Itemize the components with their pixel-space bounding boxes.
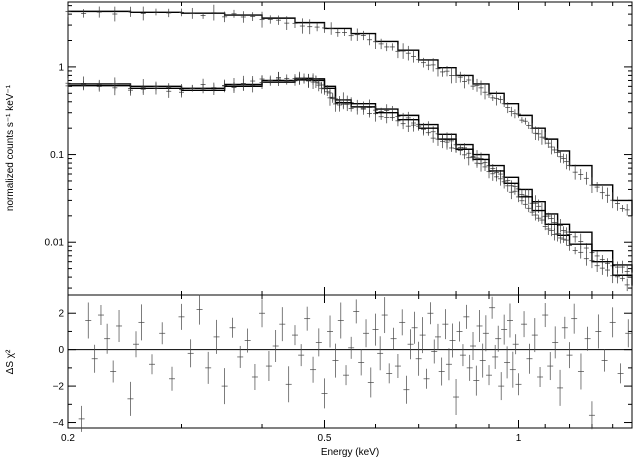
spectrum-y-tick-label: 1 bbox=[58, 62, 64, 73]
spectrum-y-ticks: 0.01 0.1 1 bbox=[45, 2, 633, 295]
spectrum-series-2-model bbox=[68, 77, 633, 273]
spectrum-series-3-model bbox=[68, 79, 633, 286]
x-axis-label: Energy (keV) bbox=[321, 447, 379, 458]
residual-y-tick-label: 0 bbox=[58, 345, 64, 356]
residual-y-tick-label: −4 bbox=[53, 418, 65, 429]
spectrum-frame bbox=[67, 1, 633, 296]
spectrum-panel: 0.01 0.1 1 normalized counts s⁻¹ keV⁻¹ bbox=[5, 1, 633, 296]
residual-x-ticks: 0.2 0.5 1 bbox=[61, 295, 633, 444]
residual-x-tick-label: 0.2 bbox=[61, 433, 75, 444]
residual-x-tick-label: 1 bbox=[516, 433, 522, 444]
residual-panel: −4 −2 0 2 0.2 0.5 1 ΔS χ² Energy (keV) bbox=[5, 294, 633, 458]
residual-y-axis-label: ΔS χ² bbox=[5, 349, 16, 374]
residual-x-tick-label: 0.5 bbox=[318, 433, 332, 444]
spectrum-y-tick-label: 0.1 bbox=[50, 150, 64, 161]
residual-points bbox=[78, 294, 632, 432]
residual-y-tick-label: 2 bbox=[58, 309, 64, 320]
spectrum-y-tick-label: 0.01 bbox=[45, 238, 65, 249]
residual-frame bbox=[67, 294, 633, 429]
spectrum-y-axis-label: normalized counts s⁻¹ keV⁻¹ bbox=[5, 84, 16, 211]
residual-y-tick-label: −2 bbox=[53, 382, 65, 393]
spectrum-series-1-model bbox=[68, 10, 633, 216]
residual-y-ticks: −4 −2 0 2 bbox=[53, 309, 632, 429]
spectrum-series bbox=[65, 4, 633, 292]
